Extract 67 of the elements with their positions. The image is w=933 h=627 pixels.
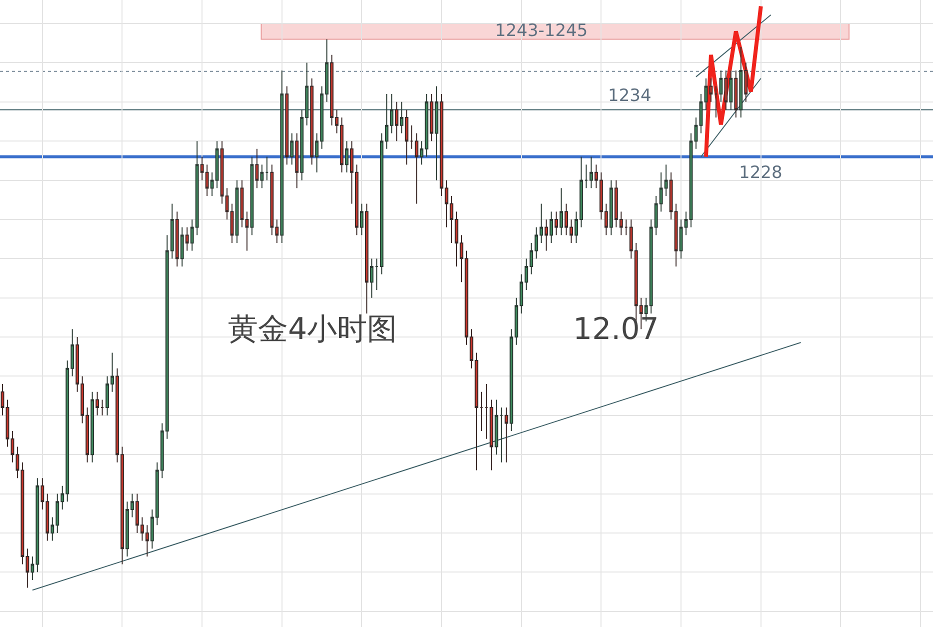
candlestick bbox=[719, 70, 723, 102]
annotation: 12.07 bbox=[573, 312, 659, 347]
candlestick bbox=[494, 399, 498, 456]
candlestick bbox=[96, 391, 100, 416]
candlestick bbox=[739, 46, 743, 118]
candlestick bbox=[480, 391, 484, 432]
candlestick bbox=[624, 218, 628, 236]
candlestick bbox=[550, 211, 554, 244]
ref-line-label: 1234 bbox=[608, 86, 652, 106]
candlestick bbox=[704, 78, 708, 110]
candlestick bbox=[185, 226, 189, 252]
candlestick bbox=[490, 399, 494, 471]
candlestick bbox=[404, 109, 408, 166]
candlestick bbox=[734, 70, 738, 118]
candlestick bbox=[230, 203, 234, 244]
candlestick bbox=[500, 407, 504, 463]
candlestick bbox=[240, 180, 244, 228]
candlestick bbox=[290, 132, 294, 166]
annotation: 黄金4小时图 bbox=[228, 312, 398, 347]
candlestick bbox=[370, 258, 374, 298]
candlestick bbox=[474, 352, 478, 471]
candlestick bbox=[744, 62, 748, 102]
candlestick bbox=[394, 101, 398, 142]
candlestick bbox=[235, 180, 239, 244]
candlestick bbox=[265, 156, 269, 181]
candlestick bbox=[6, 399, 10, 448]
candlestick bbox=[590, 156, 593, 189]
candlestick bbox=[460, 234, 464, 283]
candlestick bbox=[560, 188, 564, 236]
candlestick bbox=[285, 86, 289, 166]
candlestick bbox=[245, 211, 249, 252]
candlestick bbox=[255, 148, 259, 189]
candlestick bbox=[100, 399, 104, 416]
candlestick bbox=[609, 180, 613, 236]
candlestick bbox=[694, 117, 698, 150]
candlestick bbox=[250, 156, 254, 236]
candlestick bbox=[484, 384, 488, 440]
candlestick bbox=[310, 78, 314, 166]
candlestick bbox=[414, 132, 418, 204]
candlestick bbox=[175, 211, 179, 267]
candlestick bbox=[554, 211, 558, 236]
band-label: 1243-1245 bbox=[495, 21, 588, 41]
candlestick bbox=[345, 140, 348, 173]
candlestick bbox=[584, 164, 588, 189]
candlestick bbox=[699, 94, 703, 134]
candlestick bbox=[280, 70, 284, 244]
candlestick bbox=[504, 407, 508, 463]
candlestick bbox=[714, 86, 718, 118]
candlestick bbox=[374, 258, 378, 290]
candlestick bbox=[364, 203, 368, 314]
candlestick bbox=[470, 328, 474, 369]
candlestick bbox=[295, 132, 299, 189]
candlestick bbox=[430, 94, 434, 142]
ref-line-label: 1228 bbox=[739, 163, 782, 183]
candlestick bbox=[410, 124, 414, 150]
candlestick bbox=[724, 70, 728, 110]
candlestick bbox=[90, 391, 94, 463]
candlestick bbox=[0, 384, 4, 416]
candlestick bbox=[434, 86, 438, 181]
candlestick bbox=[544, 218, 548, 252]
candlestick bbox=[709, 78, 713, 102]
candlestick bbox=[360, 203, 364, 236]
candlestick bbox=[400, 101, 404, 134]
candlestick bbox=[464, 250, 468, 346]
candlestick bbox=[180, 226, 184, 267]
candlestick bbox=[260, 164, 264, 189]
candlestick bbox=[729, 70, 733, 110]
